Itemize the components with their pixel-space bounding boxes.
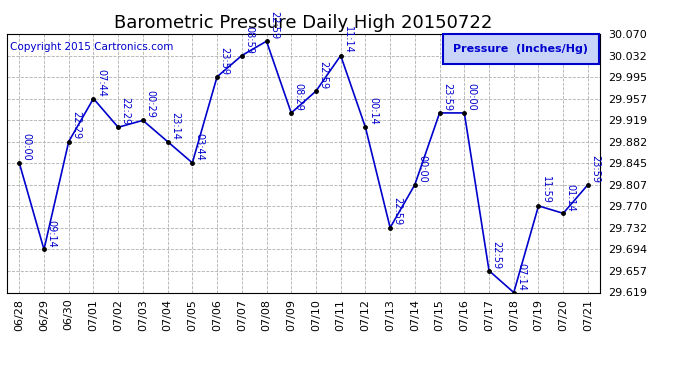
Text: 03:44: 03:44	[195, 133, 205, 161]
Text: 22:59: 22:59	[393, 198, 402, 226]
Text: 23:59: 23:59	[442, 83, 452, 111]
Text: 22:29: 22:29	[71, 111, 81, 140]
FancyBboxPatch shape	[443, 34, 598, 63]
Text: 22:59: 22:59	[491, 240, 502, 268]
Title: Barometric Pressure Daily High 20150722: Barometric Pressure Daily High 20150722	[115, 14, 493, 32]
Text: 07:14: 07:14	[516, 262, 526, 290]
Text: 23:14: 23:14	[170, 112, 180, 140]
Text: 11:59: 11:59	[541, 176, 551, 204]
Text: 07:44: 07:44	[96, 69, 106, 96]
Text: 23:59: 23:59	[591, 154, 600, 183]
Text: 22:29: 22:29	[121, 97, 130, 125]
Text: Copyright 2015 Cartronics.com: Copyright 2015 Cartronics.com	[10, 42, 173, 51]
Text: Pressure  (Inches/Hg): Pressure (Inches/Hg)	[453, 44, 589, 54]
Text: 11:14: 11:14	[343, 26, 353, 54]
Text: 01:14: 01:14	[566, 183, 575, 211]
Text: 23:59: 23:59	[219, 47, 230, 75]
Text: 22:59: 22:59	[269, 11, 279, 39]
Text: 08:29: 08:29	[294, 83, 304, 111]
Text: 22:59: 22:59	[318, 61, 328, 89]
Text: 00:00: 00:00	[417, 155, 427, 183]
Text: 00:00: 00:00	[22, 133, 32, 161]
Text: 08:59: 08:59	[244, 26, 254, 54]
Text: 00:29: 00:29	[146, 90, 155, 118]
Text: 00:14: 00:14	[368, 98, 378, 125]
Text: 00:00: 00:00	[466, 83, 477, 111]
Text: 09:14: 09:14	[46, 220, 57, 248]
